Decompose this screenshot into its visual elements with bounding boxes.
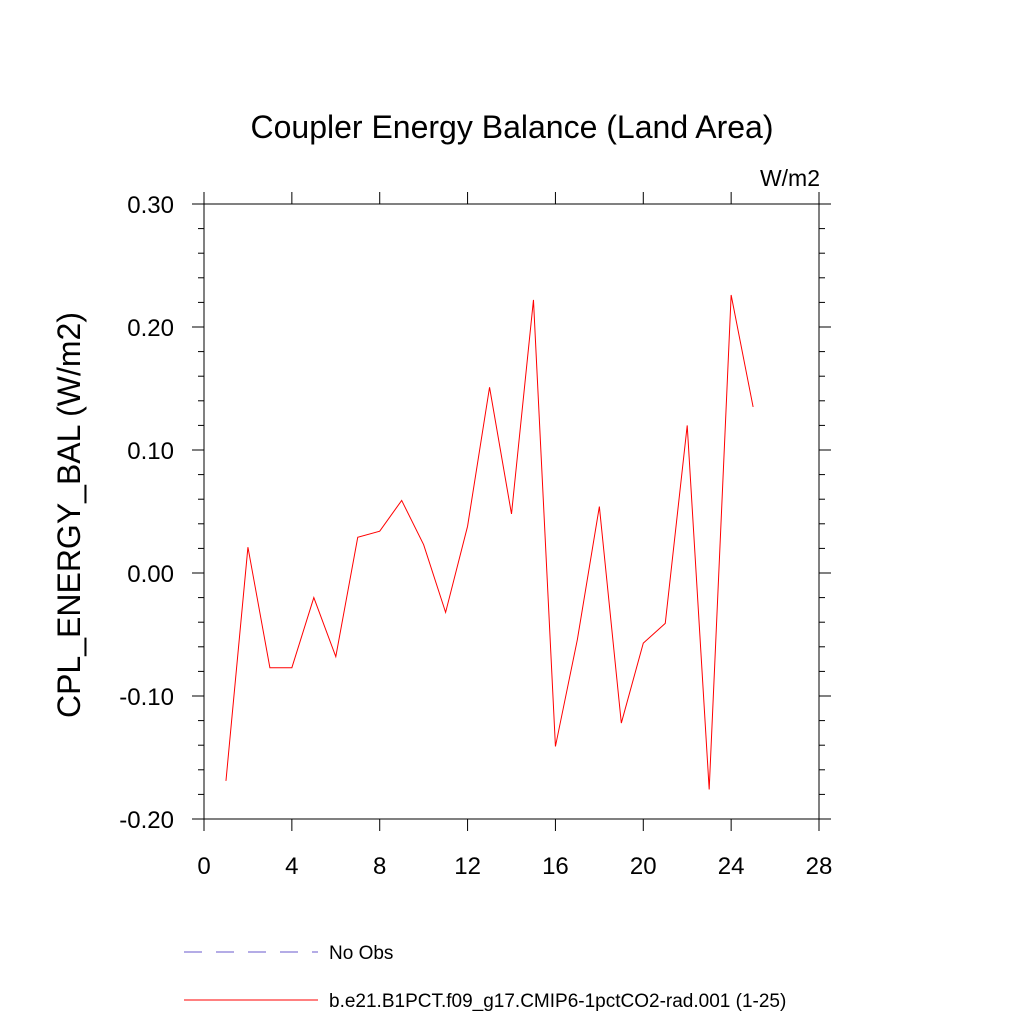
x-tick-label: 28 xyxy=(806,853,833,880)
legend-label-0: No Obs xyxy=(329,943,393,964)
legend-label-1: b.e21.B1PCT.f09_g17.CMIP6-1pctCO2-rad.00… xyxy=(329,991,786,1012)
y-tick-label: 0.10 xyxy=(127,438,174,465)
series-line-1 xyxy=(225,294,754,790)
y-tick-label: 0.30 xyxy=(127,192,174,219)
y-tick-label: -0.20 xyxy=(119,807,174,834)
legend: No Obs b.e21.B1PCT.f09_g17.CMIP6-1pctCO2-… xyxy=(184,943,786,1012)
y-tick-label: -0.10 xyxy=(119,684,174,711)
y-tick-label: 0.20 xyxy=(127,315,174,342)
x-tick-label: 8 xyxy=(373,853,386,880)
plot-frame xyxy=(203,203,820,820)
axis-ticks: 0 4 8 12 16 20 24 28 -0.20 -0.10 0.00 0.10 0.20 0.30 xyxy=(119,192,832,880)
x-tick-label: 16 xyxy=(542,853,569,880)
units-label: W/m2 xyxy=(760,165,820,191)
series-layer xyxy=(225,294,754,790)
y-axis-title: CPL_ENERGY_BAL (W/m2) xyxy=(51,312,87,718)
x-tick-label: 20 xyxy=(630,853,657,880)
chart-title: Coupler Energy Balance (Land Area) xyxy=(251,109,774,145)
x-tick-label: 4 xyxy=(285,853,298,880)
x-tick-label: 24 xyxy=(718,853,745,880)
x-tick-label: 12 xyxy=(454,853,481,880)
y-tick-label: 0.00 xyxy=(127,561,174,588)
x-tick-label: 0 xyxy=(197,853,210,880)
